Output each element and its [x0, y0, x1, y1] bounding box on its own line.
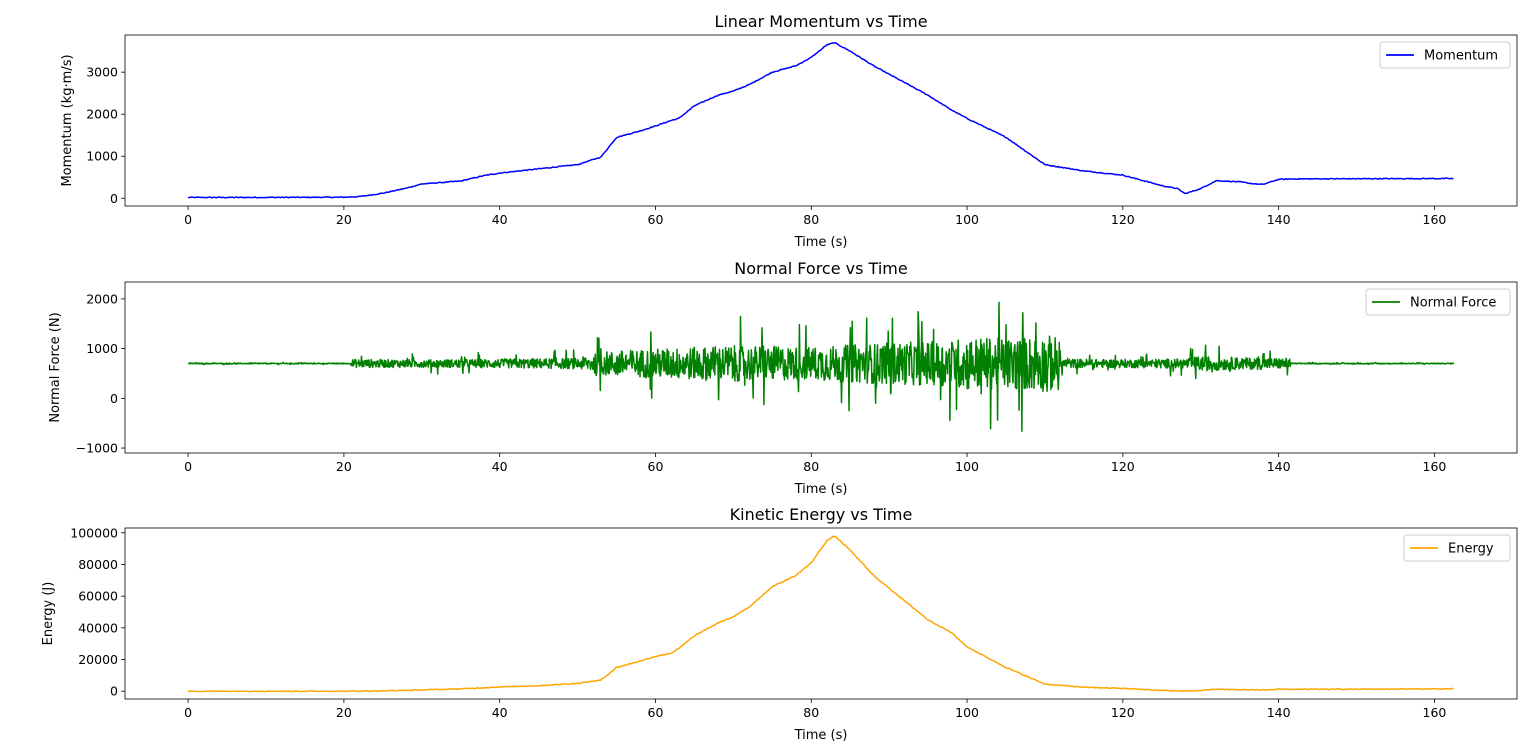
- x-tick-label: 100: [955, 705, 979, 720]
- series-line-normal-force: [187, 301, 1455, 432]
- chart-title: Kinetic Energy vs Time: [730, 505, 913, 524]
- x-tick-label: 100: [955, 212, 979, 227]
- x-tick-label: 140: [1267, 459, 1291, 474]
- x-tick-label: 140: [1267, 705, 1291, 720]
- chart-title: Normal Force vs Time: [734, 259, 907, 278]
- x-axis-label: Time (s): [794, 728, 848, 743]
- legend-label: Momentum: [1424, 49, 1498, 64]
- y-axis-label: Normal Force (N): [48, 312, 63, 422]
- legend: Momentum: [1379, 41, 1511, 69]
- legend-label: Normal Force: [1410, 296, 1496, 311]
- x-tick-label: 120: [1111, 459, 1135, 474]
- x-tick-label: 60: [648, 212, 664, 227]
- legend-box: [1379, 41, 1511, 69]
- x-tick-label: 40: [492, 212, 508, 227]
- chart-panel-0: 0 20 40 60 80 100 120 140 160 0 1000 2000 3000 Linear…: [60, 12, 1518, 250]
- x-axis-label: Time (s): [794, 482, 848, 497]
- x-tick-label: 160: [1423, 705, 1447, 720]
- x-axis-label: Time (s): [794, 235, 848, 250]
- x-tick-label: 100: [955, 459, 979, 474]
- legend-box: [1403, 534, 1511, 562]
- chart-panel-2: 0 20 40 60 80 100 120 140 160 0 20000 40000 60000 800…: [41, 505, 1518, 743]
- y-tick-label: 1000: [86, 149, 118, 164]
- legend-box: [1365, 288, 1511, 316]
- y-tick-label: 80000: [78, 557, 118, 572]
- x-tick-label: 80: [803, 705, 819, 720]
- x-tick-label: 120: [1111, 705, 1135, 720]
- series-line-energy: [187, 535, 1454, 693]
- y-tick-label: 0: [110, 391, 118, 406]
- plot-frame: [124, 281, 1518, 454]
- series-line-momentum: [187, 42, 1454, 199]
- x-tick-label: 120: [1111, 212, 1135, 227]
- x-tick-label: 0: [184, 459, 192, 474]
- x-tick-label: 0: [184, 212, 192, 227]
- legend: Normal Force: [1365, 288, 1511, 316]
- y-tick-label: 0: [110, 684, 118, 699]
- legend-label: Energy: [1448, 542, 1494, 557]
- x-tick-label: 40: [492, 705, 508, 720]
- chart-title: Linear Momentum vs Time: [714, 12, 927, 31]
- x-tick-label: 20: [336, 459, 352, 474]
- x-tick-label: 20: [336, 705, 352, 720]
- y-tick-label: 40000: [78, 620, 118, 635]
- x-tick-label: 80: [803, 212, 819, 227]
- x-tick-label: 160: [1423, 459, 1447, 474]
- x-tick-label: 160: [1423, 212, 1447, 227]
- chart-panel-1: 0 20 40 60 80 100 120 140 160 −1000 0 1000 2000 Norma…: [48, 259, 1518, 497]
- x-tick-label: 60: [648, 705, 664, 720]
- x-tick-label: 40: [492, 459, 508, 474]
- y-tick-label: 2000: [86, 291, 118, 306]
- y-tick-label: 1000: [86, 341, 118, 356]
- y-tick-label: 0: [110, 191, 118, 206]
- x-tick-label: 60: [648, 459, 664, 474]
- y-tick-label: −1000: [76, 441, 118, 456]
- y-tick-label: 20000: [78, 652, 118, 667]
- y-tick-label: 60000: [78, 589, 118, 604]
- y-tick-label: 3000: [86, 65, 118, 80]
- x-tick-label: 20: [336, 212, 352, 227]
- plot-frame: [124, 527, 1518, 700]
- legend: Energy: [1403, 534, 1511, 562]
- plot-frame: [124, 34, 1518, 207]
- y-axis-label: Energy (J): [41, 582, 56, 646]
- x-tick-label: 140: [1267, 212, 1291, 227]
- x-tick-label: 80: [803, 459, 819, 474]
- x-tick-label: 0: [184, 705, 192, 720]
- y-axis-label: Momentum (kg·m/s): [60, 54, 75, 186]
- y-tick-label: 2000: [86, 107, 118, 122]
- y-tick-label: 100000: [70, 525, 118, 540]
